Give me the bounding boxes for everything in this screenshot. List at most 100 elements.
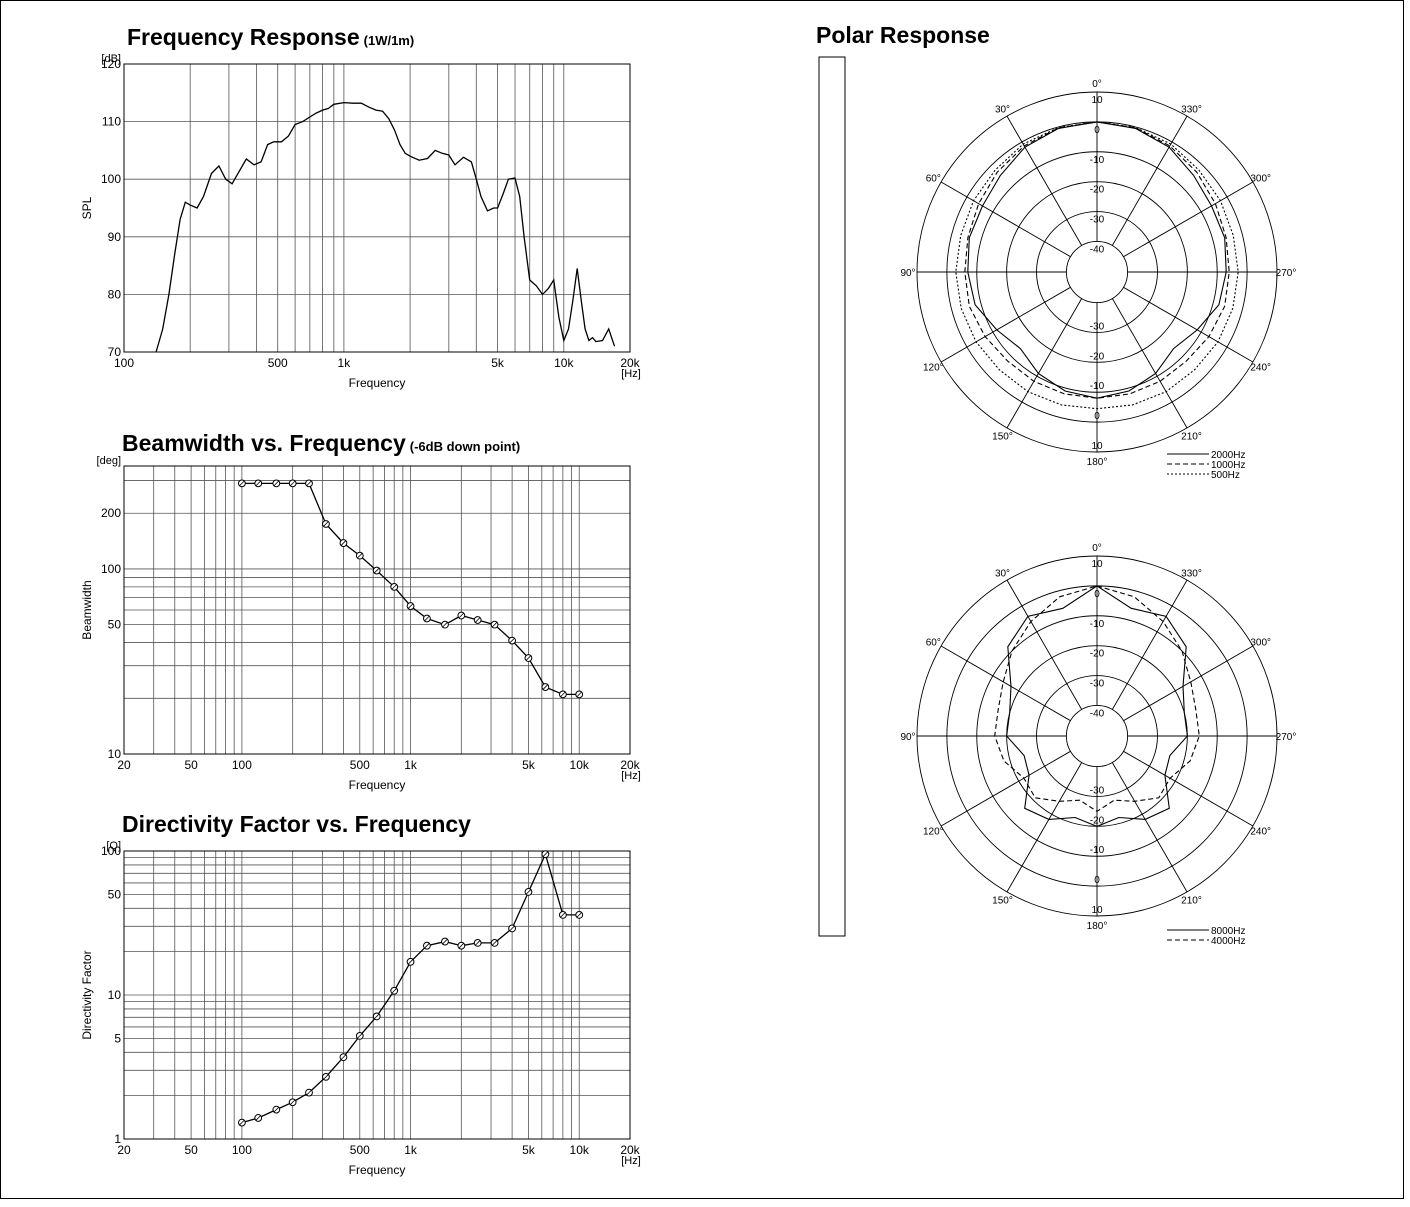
directivity-ylabel: Directivity Factor xyxy=(80,950,94,1039)
directivity-data-point-slash xyxy=(373,1013,380,1020)
directivity-data-point-slash xyxy=(407,958,414,965)
polar-upper-spoke xyxy=(1123,286,1254,363)
polar-lower-radial-label-top: 10 xyxy=(1091,559,1103,570)
beamwidth-xlabel: Frequency xyxy=(349,778,406,792)
directivity-data-point-slash xyxy=(509,925,515,932)
polar-lower-radial-label-top: -30 xyxy=(1090,679,1105,690)
polar-lower-spoke xyxy=(1111,579,1188,710)
beamwidth-data-point-slash xyxy=(273,480,280,487)
polar-lower-angle-label: 270° xyxy=(1276,732,1297,743)
polar-upper-series-500Hz xyxy=(955,121,1239,410)
polar-upper-angle-label: 60° xyxy=(926,174,941,185)
beamwidth-data-point-slash xyxy=(458,612,465,619)
freq-response-series-line xyxy=(155,101,616,353)
directivity-ytick-label: 50 xyxy=(108,887,122,901)
beamwidth-data-point-slash xyxy=(542,684,549,690)
beamwidth-ytick-label: 10 xyxy=(108,747,122,761)
polar-lower-radial-label-bottom: -30 xyxy=(1090,785,1105,796)
polar-lower-radial-label-top: -40 xyxy=(1090,708,1105,719)
polar-upper-radial-label-bottom: -20 xyxy=(1090,351,1105,362)
beamwidth-data-point-slash xyxy=(491,621,498,628)
beamwidth-data-point-slash xyxy=(340,540,347,546)
polar-upper-radial-label-bottom: -30 xyxy=(1090,321,1105,332)
beamwidth-data-point-slash xyxy=(442,621,448,628)
polar-upper-radial-label-bottom: -10 xyxy=(1090,381,1105,392)
beamwidth-xtick-label: 50 xyxy=(184,758,198,772)
freq-response-title: Frequency Response (1W/1m) xyxy=(127,24,415,50)
polar-upper-angle-label: 210° xyxy=(1181,432,1202,443)
polar-lower-radial-label-bottom: -20 xyxy=(1090,815,1105,826)
beamwidth-data-point-slash xyxy=(391,583,398,590)
polar-lower-radial-label-top: -20 xyxy=(1090,649,1105,660)
directivity-ytick-label: 1 xyxy=(114,1132,121,1146)
polar-upper-spoke xyxy=(1111,115,1188,246)
polar-upper-spoke xyxy=(1006,115,1083,246)
polar-upper-spoke xyxy=(1006,298,1083,429)
beamwidth-xtick-label: 20k xyxy=(620,758,640,772)
beamwidth-data-point-slash xyxy=(576,691,583,698)
polar-lower-spoke xyxy=(940,645,1071,722)
beamwidth-xtick-label: 20 xyxy=(117,758,131,772)
beamwidth-data-point-slash xyxy=(407,603,414,609)
polar-lower-angle-label: 330° xyxy=(1181,568,1202,579)
polar-lower-spoke xyxy=(1123,750,1254,827)
polar-upper-spoke xyxy=(1111,298,1188,429)
polar-upper-radial-label-bottom: 0 xyxy=(1094,411,1100,422)
directivity-data-point-slash xyxy=(340,1054,347,1061)
beamwidth-title: Beamwidth vs. Frequency (-6dB down point) xyxy=(122,430,521,456)
directivity-data-point-slash xyxy=(491,940,498,946)
polar-upper-radial-label-bottom: 10 xyxy=(1091,441,1103,452)
directivity-xtick-label: 50 xyxy=(184,1143,198,1157)
polar-upper-angle-label: 30° xyxy=(995,104,1010,115)
directivity-data-point-slash xyxy=(442,938,448,945)
directivity-plot-frame xyxy=(123,850,631,1140)
freq-response-ytick-label: 110 xyxy=(102,115,121,129)
freq-response-xtick-label: 500 xyxy=(268,356,288,370)
directivity-data-point-slash xyxy=(458,942,465,949)
polar-lower-spoke xyxy=(1123,645,1254,722)
beamwidth-ytick-label: 100 xyxy=(101,562,121,576)
polar-lower-series-4000Hz xyxy=(994,585,1200,813)
directivity-data-point-slash xyxy=(576,912,583,918)
polar-lower-angle-label: 240° xyxy=(1250,827,1271,838)
directivity-xtick-label: 20k xyxy=(620,1143,640,1157)
beamwidth-data-point-slash xyxy=(356,552,363,559)
polar-upper-angle-label: 300° xyxy=(1250,174,1271,185)
directivity-data-point-slash xyxy=(306,1089,312,1096)
polar-upper-spoke xyxy=(1123,181,1254,258)
beamwidth-data-point-slash xyxy=(255,480,262,487)
polar-upper-spoke xyxy=(940,181,1071,258)
beamwidth-data-point-slash xyxy=(559,691,566,698)
beamwidth-plot-frame xyxy=(123,465,631,755)
directivity-xlabel: Frequency xyxy=(349,1163,406,1177)
polar-lower-angle-label: 90° xyxy=(900,732,915,743)
directivity-xtick-label: 10k xyxy=(570,1143,590,1157)
polar-lower-spoke xyxy=(1111,762,1188,893)
beamwidth-ytick-label: 200 xyxy=(101,506,121,520)
directivity-xtick-label: 500 xyxy=(350,1143,370,1157)
directivity-x-unit: [Hz] xyxy=(621,1155,641,1167)
directivity-xtick-label: 20 xyxy=(117,1143,131,1157)
directivity-xtick-label: 100 xyxy=(232,1143,252,1157)
beamwidth-x-unit: [Hz] xyxy=(621,770,641,782)
polar-upper-angle-label: 0° xyxy=(1092,79,1102,90)
directivity-xtick-label: 1k xyxy=(404,1143,418,1157)
beamwidth-xtick-label: 10k xyxy=(570,758,590,772)
beamwidth-data-point-slash xyxy=(323,521,329,527)
freq-response-xtick-label: 1k xyxy=(338,356,352,370)
freq-response-ytick-label: 80 xyxy=(108,287,122,301)
polar-upper-radial-label-top: -30 xyxy=(1090,215,1105,226)
directivity-chart: 20 50 100 500 1k 5k 10k 20k 1 5 10 50 100 [Hz] [Q] Freq… xyxy=(80,840,641,1177)
polar-upper-legend-label: 500Hz xyxy=(1211,470,1240,481)
beamwidth-data-point-slash xyxy=(289,480,296,487)
polar-upper-angle-label: 150° xyxy=(992,432,1013,443)
directivity-ytick-label: 10 xyxy=(108,988,122,1002)
polar-upper-angle-label: 90° xyxy=(900,268,915,279)
freq-response-ytick-label: 100 xyxy=(101,172,121,186)
polar-upper-angle-label: 180° xyxy=(1087,457,1108,468)
polar-lower-spoke xyxy=(1006,579,1083,710)
polar-upper-radial-label-top: 10 xyxy=(1091,95,1103,106)
directivity-ytick-label: 100 xyxy=(101,844,121,858)
beamwidth-xtick-label: 100 xyxy=(232,758,252,772)
